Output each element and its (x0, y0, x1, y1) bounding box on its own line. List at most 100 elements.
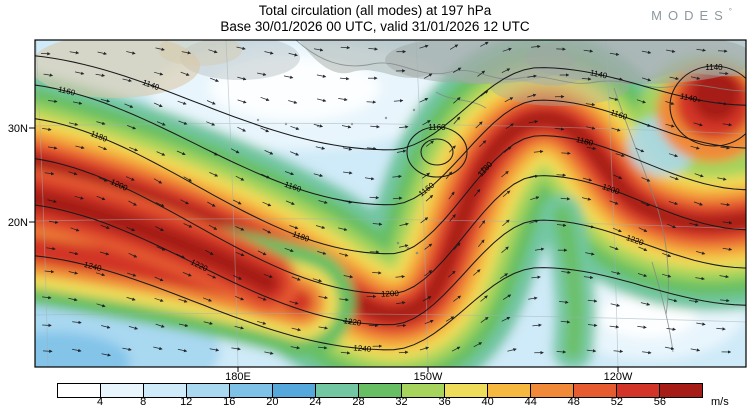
wind-arrow (695, 251, 706, 255)
wind-arrow (640, 201, 650, 207)
colorbar-tick-label: 12 (180, 396, 193, 408)
wind-arrow (343, 171, 353, 175)
wind-arrow (419, 44, 429, 49)
wind-arrow (364, 176, 375, 181)
wind-arrow (392, 196, 403, 200)
wind-arrow (100, 225, 110, 230)
wind-arrow (720, 146, 730, 150)
wind-arrow (48, 99, 58, 103)
wind-arrow (209, 150, 218, 156)
wind-arrow (72, 348, 82, 353)
wind-arrow (317, 346, 328, 350)
wind-arrow (289, 301, 299, 305)
wind-arrow (424, 319, 434, 325)
contour-label: 1140 (589, 68, 608, 81)
wind-arrow (445, 171, 453, 180)
wind-arrow (206, 100, 216, 105)
wind-arrow (183, 176, 192, 182)
wind-arrow (641, 77, 652, 82)
wind-arrow (122, 78, 132, 83)
wind-arrow (232, 199, 242, 205)
contour-label: 1160 (57, 85, 76, 98)
colorbar-segment (273, 384, 316, 397)
wind-arrow (665, 101, 675, 105)
wind-arrow (478, 239, 485, 248)
wind-arrow (696, 322, 706, 326)
wind-arrow (127, 125, 137, 130)
wind-arrow (178, 323, 189, 328)
wind-arrow (528, 120, 539, 124)
wind-arrow (668, 298, 678, 303)
colorbar-tick-label: 4 (97, 396, 104, 408)
colorbar-tick-label: 32 (395, 396, 408, 408)
wind-arrow (101, 325, 111, 329)
wind-arrow (127, 272, 137, 277)
wind-arrow (636, 99, 646, 104)
wind-arrow (100, 99, 111, 103)
land-masses (35, 40, 746, 353)
wind-arrow (40, 52, 51, 56)
wind-arrow (528, 174, 539, 179)
wind-arrow (153, 178, 163, 184)
wind-arrow (98, 177, 108, 182)
wind-arrow (316, 74, 327, 78)
wind-arrow (154, 276, 164, 282)
wind-arrow (96, 121, 106, 125)
wind-arrow (372, 222, 383, 226)
wind-speed-shading (35, 40, 746, 367)
wind-arrow (696, 48, 706, 52)
wind-arrow (502, 190, 511, 197)
wind-arrow (69, 251, 79, 256)
wind-arrow (176, 150, 186, 156)
wind-arrow (96, 303, 106, 308)
wind-arrow (260, 127, 270, 133)
wind-arrow (68, 171, 78, 176)
contour-line-1200 (35, 158, 746, 295)
colorbar-tick-label: 28 (352, 396, 365, 408)
wind-arrow (340, 45, 351, 50)
wind-arrow (473, 188, 481, 197)
wind-arrow (70, 227, 80, 232)
wind-arrow (693, 201, 703, 206)
wind-arrow (124, 103, 134, 108)
wind-arrow (177, 348, 188, 353)
colorbar-segment (531, 384, 574, 397)
wind-arrow (264, 51, 274, 55)
wind-arrow (689, 222, 699, 227)
wind-arrow (156, 121, 166, 126)
wind-arrow (720, 298, 730, 303)
wind-arrow (419, 98, 429, 103)
contour-label: 1180 (575, 135, 594, 148)
wind-arrow (716, 327, 726, 331)
contour-label: 1140 (679, 92, 698, 105)
wind-arrow (392, 174, 402, 179)
wind-arrow (99, 251, 110, 256)
contour-line-1160 (35, 84, 746, 206)
colorbar-tick-label: 16 (223, 396, 236, 408)
wind-arrow (640, 302, 651, 306)
wind-arrow (72, 101, 83, 105)
wind-arrow (95, 272, 106, 277)
wind-arrow (257, 250, 267, 256)
contour-label: 1240 (83, 260, 103, 273)
wind-arrow (177, 100, 187, 105)
wind-arrow (235, 175, 245, 181)
colorbar-tick-label: 24 (309, 396, 322, 408)
wind-arrow (613, 349, 624, 353)
wind-arrow (313, 123, 324, 128)
wind-arrow (74, 195, 84, 200)
wind-arrow (502, 47, 512, 52)
wind-arrow (480, 316, 489, 323)
wind-arrow (717, 49, 728, 53)
wind-arrow (156, 151, 166, 156)
wind-arrow (583, 275, 594, 280)
wind-arrow (531, 44, 541, 49)
closed-contour (420, 138, 454, 166)
wind-arrow (98, 145, 108, 151)
colorbar-unit: m/s (711, 396, 729, 408)
wind-arrow (154, 297, 164, 302)
wind-arrow (560, 320, 571, 324)
wind-arrow (690, 76, 701, 80)
wind-arrow (585, 252, 595, 256)
wind-arrow (637, 325, 647, 329)
